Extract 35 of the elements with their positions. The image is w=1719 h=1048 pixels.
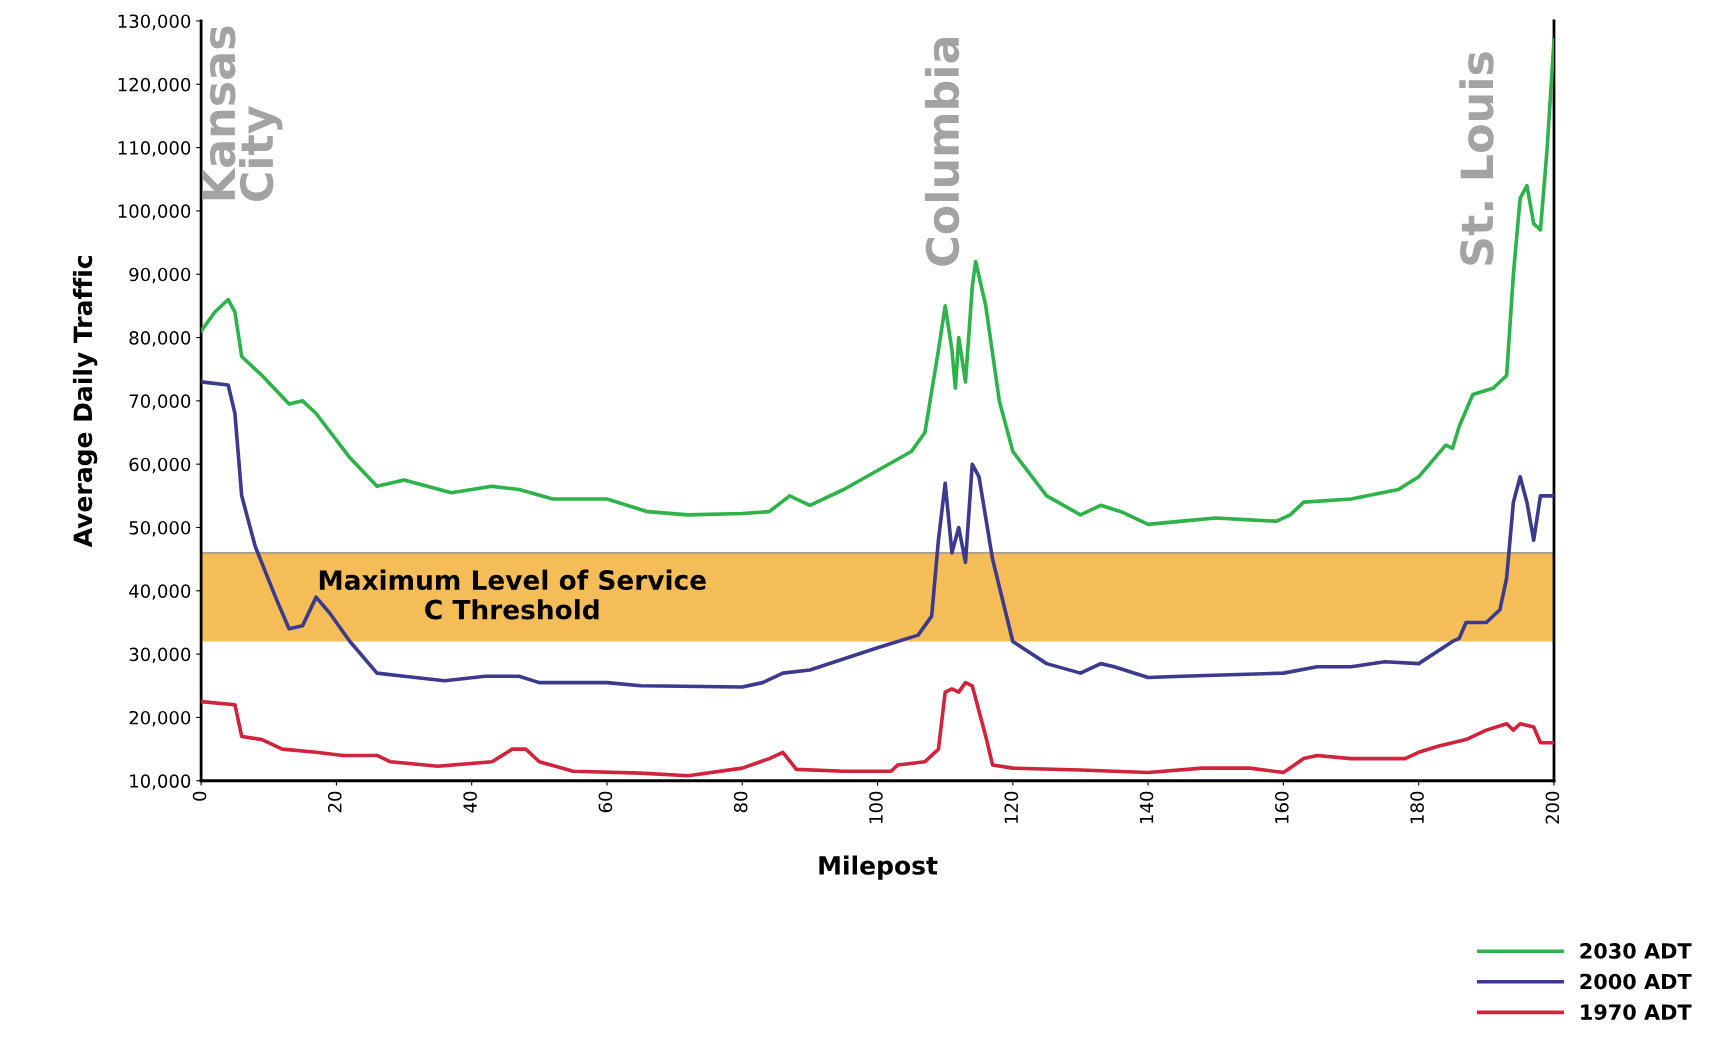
y-tick-label: 20,000 <box>129 710 191 727</box>
band-label: Maximum Level of Service C Threshold <box>319 569 706 620</box>
y-tick-label: 40,000 <box>129 584 191 600</box>
line-series <box>201 680 1554 778</box>
x-tick-label: 0 <box>192 791 207 801</box>
y-tick-label: 80,000 <box>129 331 191 347</box>
x-tick-label: 20 <box>327 791 342 813</box>
annotation: St. Louis <box>1459 52 1494 265</box>
y-tick-label: 70,000 <box>129 394 191 410</box>
x-tick-label: 100 <box>869 791 883 823</box>
y-axis-title: Average Daily Traffic <box>72 256 98 548</box>
x-tick-label: 80 <box>733 791 748 813</box>
y-tick-label: 100,000 <box>118 204 191 220</box>
line-series <box>201 380 1554 689</box>
legend-label: 2030 ADT <box>1580 943 1692 959</box>
x-tick-label: 140 <box>1139 791 1154 823</box>
legend-label: 1970 ADT <box>1581 1004 1692 1020</box>
legend-label: 2000 ADT <box>1580 973 1692 990</box>
y-tick-label: 30,000 <box>129 647 191 664</box>
x-tick-label: 180 <box>1410 791 1424 823</box>
x-tick-label: 200 <box>1545 791 1560 824</box>
y-tick-label: 110,000 <box>118 141 191 157</box>
y-tick-label: 60,000 <box>129 457 191 474</box>
x-axis-title: Milepost <box>819 855 938 880</box>
x-tick-label: 160 <box>1274 791 1289 823</box>
y-tick-label: 120,000 <box>118 77 191 94</box>
annotation: Kansas City <box>202 26 283 202</box>
x-tick-label: 40 <box>463 791 477 813</box>
x-tick-label: 60 <box>598 791 613 813</box>
annotation: Columbia <box>924 38 960 266</box>
y-tick-label: 130,000 <box>118 14 191 30</box>
y-tick-label: 90,000 <box>129 267 191 284</box>
y-tick-label: 50,000 <box>129 520 191 537</box>
x-tick-label: 120 <box>1004 791 1019 823</box>
y-tick-label: 10,000 <box>130 774 191 790</box>
